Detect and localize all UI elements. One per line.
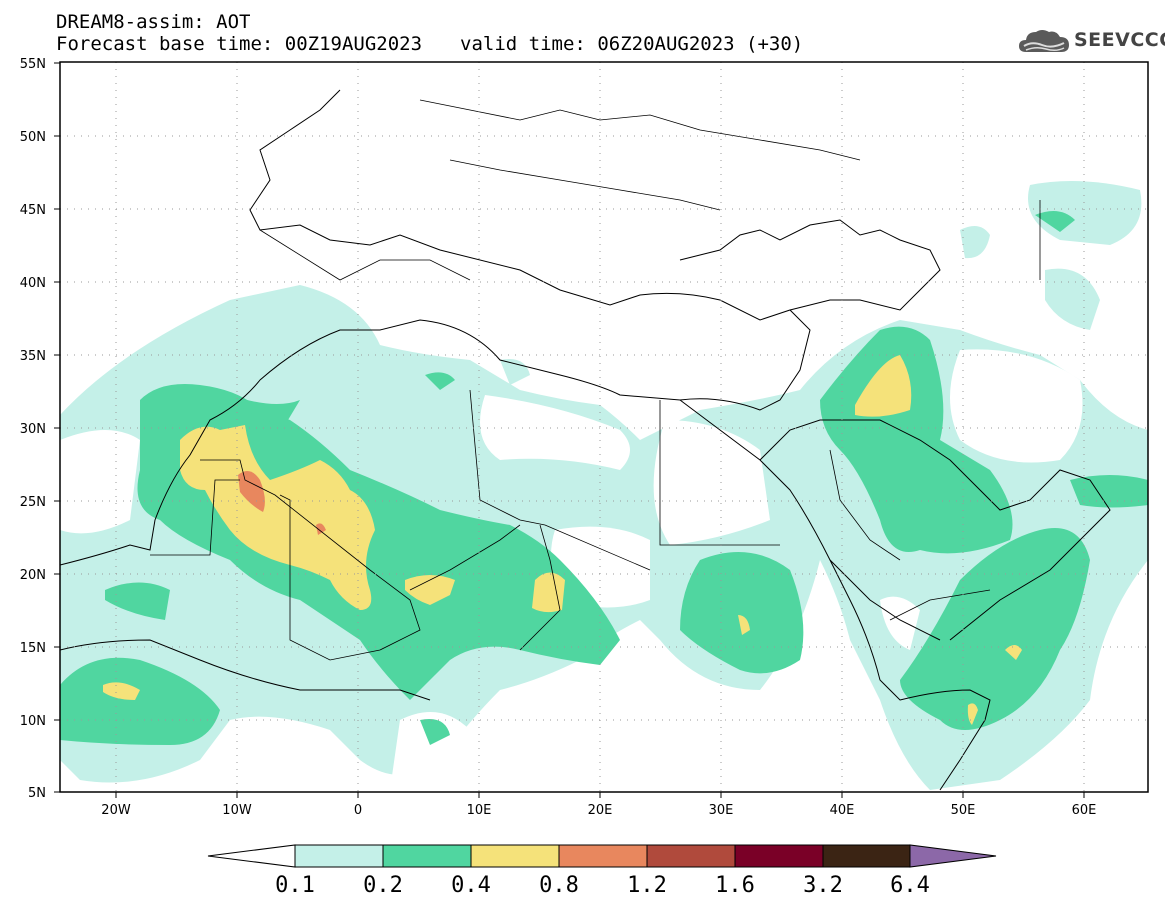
- lat-label: 10N: [20, 714, 46, 729]
- colorbar-swatch: [734, 844, 824, 868]
- logo-text: SEEVCCC: [1074, 29, 1165, 51]
- aot-level-0.8: [238, 471, 326, 535]
- colorbar-swatch: [294, 844, 384, 868]
- lon-label: 50E: [951, 803, 976, 818]
- lon-label: 10E: [467, 803, 492, 818]
- colorbar-label: 1.6: [715, 873, 755, 898]
- colorbar-low-arrow: [207, 844, 296, 868]
- colorbar-label: 1.2: [627, 873, 667, 898]
- colorbar-swatch: [646, 844, 736, 868]
- tick-marks: [54, 62, 1085, 798]
- lat-label: 5N: [28, 786, 46, 801]
- valid-time: valid time: 06Z20AUG2023 (+30): [460, 33, 804, 55]
- lon-label: 60E: [1072, 803, 1097, 818]
- lon-label: 20E: [588, 803, 613, 818]
- colorbar-label: 0.4: [451, 873, 491, 898]
- colorbar-label: 0.8: [539, 873, 579, 898]
- aot-level-0.4: [103, 355, 1022, 725]
- colorbar-swatch: [470, 844, 560, 868]
- country-borders: [150, 99, 1041, 661]
- longitude-labels: 20W 10W 0 10E 20E 30E 40E 50E 60E: [101, 803, 1096, 818]
- colorbar-high-arrow: [909, 844, 997, 868]
- colorbar-label: 0.1: [275, 873, 315, 898]
- lon-label: 40E: [830, 803, 855, 818]
- colorbar-swatch: [382, 844, 472, 868]
- aot-level-0.2: [60, 211, 1148, 745]
- lat-label: 55N: [20, 57, 46, 72]
- lon-label: 20W: [101, 803, 131, 818]
- colorbar-label: 3.2: [803, 873, 843, 898]
- graticule: [60, 62, 1148, 792]
- lat-label: 50N: [20, 130, 46, 145]
- lat-label: 15N: [20, 641, 46, 656]
- lon-label: 30E: [709, 803, 734, 818]
- coastlines: [60, 89, 1111, 791]
- colorbar-swatch: [822, 844, 911, 868]
- lat-label: 35N: [20, 349, 46, 364]
- lat-label: 20N: [20, 568, 46, 583]
- lat-label: 25N: [20, 495, 46, 510]
- colorbar-label: 6.4: [890, 873, 930, 898]
- aot-field: [60, 181, 1148, 790]
- colorbar-swatch: [558, 844, 648, 868]
- lon-label: 0: [354, 803, 362, 818]
- forecast-base-time: Forecast base time: 00Z19AUG2023: [56, 33, 423, 55]
- latitude-labels: 55N 50N 45N 40N 35N 30N 25N 20N 15N 10N …: [20, 57, 46, 801]
- time-info: Forecast base time: 00Z19AUG2023 valid ti…: [56, 34, 803, 54]
- lat-label: 40N: [20, 276, 46, 291]
- colorbar: 0.1 0.2 0.4 0.8 1.2 1.6 3.2 6.4: [207, 844, 997, 898]
- lon-label: 10W: [222, 803, 252, 818]
- lat-label: 45N: [20, 203, 46, 218]
- lat-label: 30N: [20, 422, 46, 437]
- cloud-logo-icon: [1019, 30, 1069, 52]
- seevccc-logo: SEEVCCC: [1018, 26, 1165, 56]
- map-title: DREAM8-assim: AOT: [56, 11, 251, 33]
- map-frame: [59, 61, 1149, 793]
- colorbar-label: 0.2: [363, 873, 403, 898]
